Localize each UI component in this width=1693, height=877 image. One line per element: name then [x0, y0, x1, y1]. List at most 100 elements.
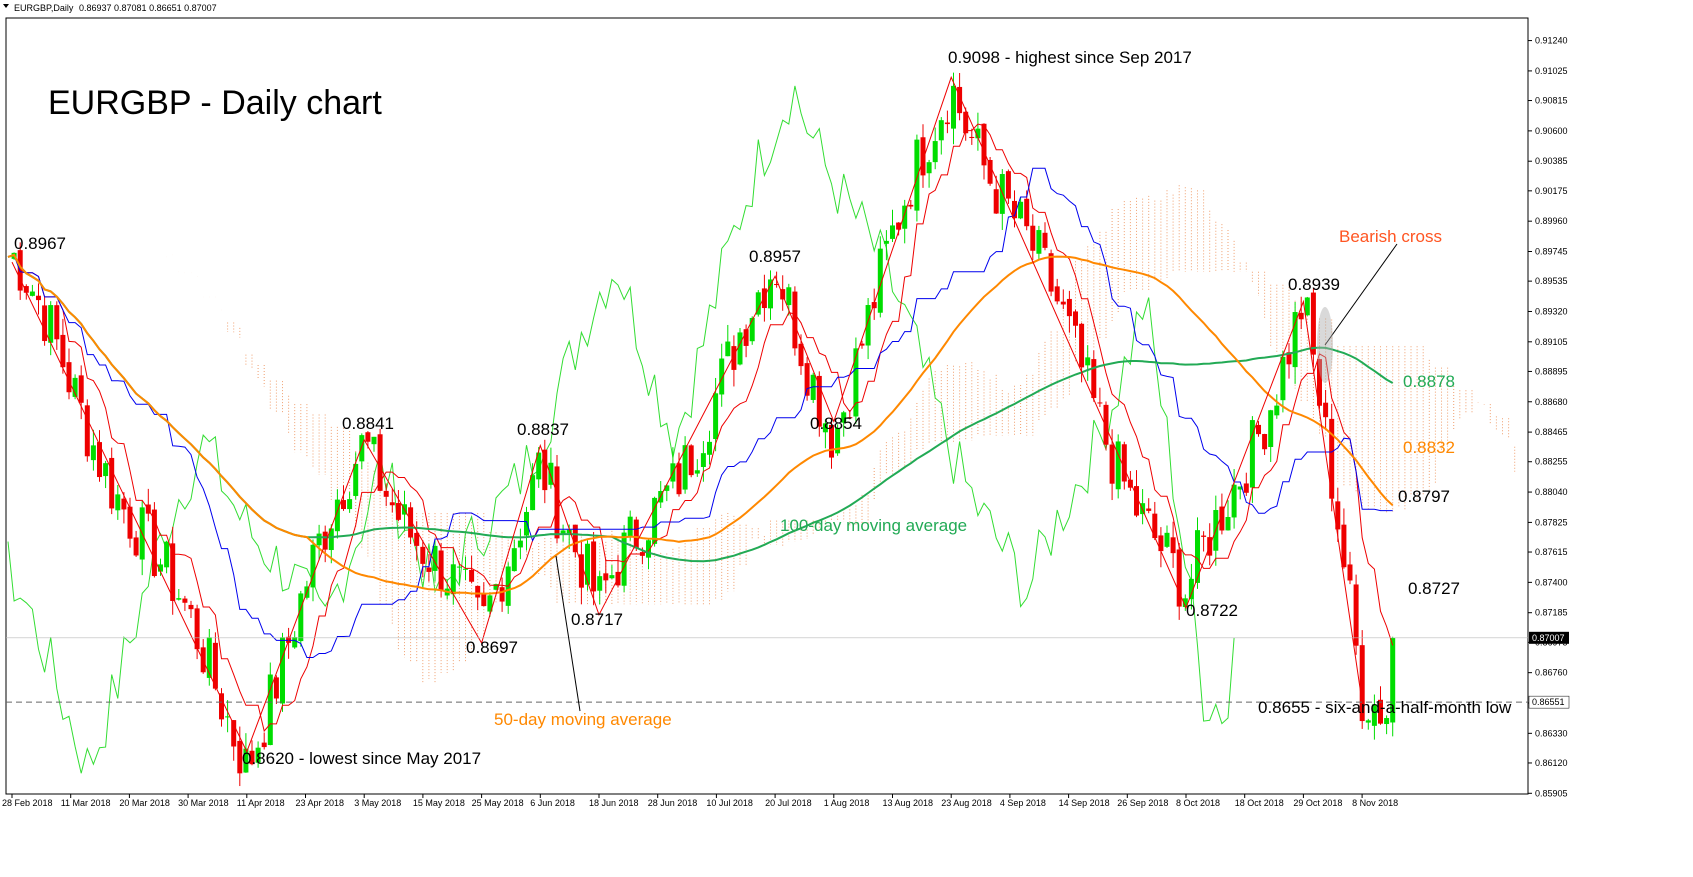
candle-down	[54, 305, 60, 340]
candle-down	[383, 490, 389, 497]
candle-down	[981, 123, 987, 166]
candle-down	[395, 503, 401, 520]
candle-down	[920, 137, 926, 176]
candle-down	[97, 442, 102, 478]
candle-down	[1323, 402, 1329, 418]
candle-down	[1286, 352, 1292, 365]
candle-down	[133, 537, 139, 556]
candle-up	[1365, 720, 1371, 723]
candle-up	[883, 240, 889, 244]
candle-up	[280, 637, 285, 704]
kijun-sen-line	[7, 167, 1393, 658]
annotation-label: Bearish cross	[1339, 227, 1442, 246]
candle-up	[951, 85, 956, 129]
candle-down	[1121, 444, 1127, 482]
candle-up	[1280, 356, 1286, 401]
candle-up	[243, 748, 249, 773]
candle-up	[700, 453, 706, 467]
candle-down	[1329, 418, 1335, 499]
candle-up	[115, 494, 121, 511]
x-tick-label: 20 Jul 2018	[765, 798, 812, 808]
candle-down	[1353, 584, 1359, 646]
candle-down	[829, 424, 834, 458]
candle-down	[42, 305, 48, 342]
candle-up	[176, 598, 182, 600]
candle-up	[1390, 637, 1396, 723]
x-tick-label: 8 Oct 2018	[1176, 798, 1220, 808]
candle-down	[341, 500, 346, 510]
candle-down	[182, 598, 188, 603]
y-tick-label: 0.90600	[1535, 126, 1568, 136]
annotation-label: 0.8967	[14, 234, 66, 253]
candle-up	[1249, 420, 1255, 488]
candle-down	[993, 189, 999, 214]
x-tick-label: 4 Sep 2018	[1000, 798, 1046, 808]
candle-down	[1170, 537, 1176, 554]
tenkan-sen-line	[7, 123, 1394, 733]
candle-up	[719, 358, 725, 395]
candle-up	[487, 595, 493, 612]
candle-down	[761, 288, 767, 309]
y-tick-label: 0.87615	[1535, 547, 1568, 557]
x-tick-label: 28 Jun 2018	[648, 798, 698, 808]
y-tick-label: 0.91240	[1535, 36, 1568, 46]
candle-up	[456, 566, 462, 568]
candle-up	[72, 377, 78, 397]
candle-down	[1048, 253, 1054, 292]
reference-price-label: 0.86551	[1532, 697, 1565, 707]
current-price-label: 0.87007	[1532, 633, 1565, 643]
candle-up	[1231, 484, 1237, 518]
candle-down	[1317, 359, 1322, 406]
candle-up	[1085, 357, 1091, 366]
ma50-pointer	[555, 555, 581, 712]
candle-up	[206, 637, 212, 678]
candle-down	[731, 346, 737, 370]
candle-up	[1018, 201, 1024, 219]
current-price-box	[1529, 631, 1569, 644]
bearish-cross-pointer	[1324, 243, 1398, 346]
header-dropdown-icon[interactable]	[3, 4, 9, 8]
candle-up	[853, 348, 859, 417]
annotation-label: 0.8837	[517, 420, 569, 439]
candle-up	[810, 374, 816, 400]
candle-up	[103, 463, 109, 477]
indicator-lines	[7, 123, 1394, 733]
annotation-label: 0.8697	[466, 638, 518, 657]
x-tick-label: 20 Mar 2018	[119, 798, 170, 808]
annotation-label: 0.8797	[1398, 487, 1450, 506]
x-tick-label: 15 May 2018	[413, 798, 465, 808]
candlesticks	[11, 72, 1396, 787]
candle-down	[1054, 286, 1060, 302]
candle-down	[1073, 311, 1078, 326]
candle-up	[902, 205, 908, 229]
candle-up	[938, 120, 944, 141]
x-tick-label: 6 Jun 2018	[530, 798, 575, 808]
candle-down	[273, 677, 279, 699]
candle-up	[1182, 598, 1188, 608]
candle-down	[1378, 699, 1383, 724]
candle-up	[548, 462, 554, 485]
x-tick-label: 23 Apr 2018	[296, 798, 345, 808]
candle-down	[365, 432, 371, 442]
annotation-label: 0.8832	[1403, 438, 1455, 457]
candle-up	[1274, 405, 1280, 416]
candle-up	[536, 452, 542, 480]
y-tick-label: 0.86120	[1535, 758, 1568, 768]
candle-up	[463, 568, 468, 570]
candle-down	[554, 466, 560, 539]
annotation-label: 100-day moving average	[780, 516, 967, 535]
candle-up	[158, 564, 163, 572]
candle-up	[646, 540, 651, 558]
chikou-span-line	[7, 85, 1235, 774]
candle-up	[225, 716, 231, 718]
candle-up	[29, 291, 35, 296]
candle-down	[78, 375, 84, 403]
candle-up	[1384, 718, 1390, 725]
candle-up	[1164, 532, 1170, 547]
candle-down	[151, 509, 157, 577]
candle-up	[713, 393, 719, 440]
candle-down	[212, 642, 218, 689]
candle-up	[865, 305, 871, 346]
candle-down	[591, 541, 597, 592]
candle-up	[755, 292, 761, 315]
